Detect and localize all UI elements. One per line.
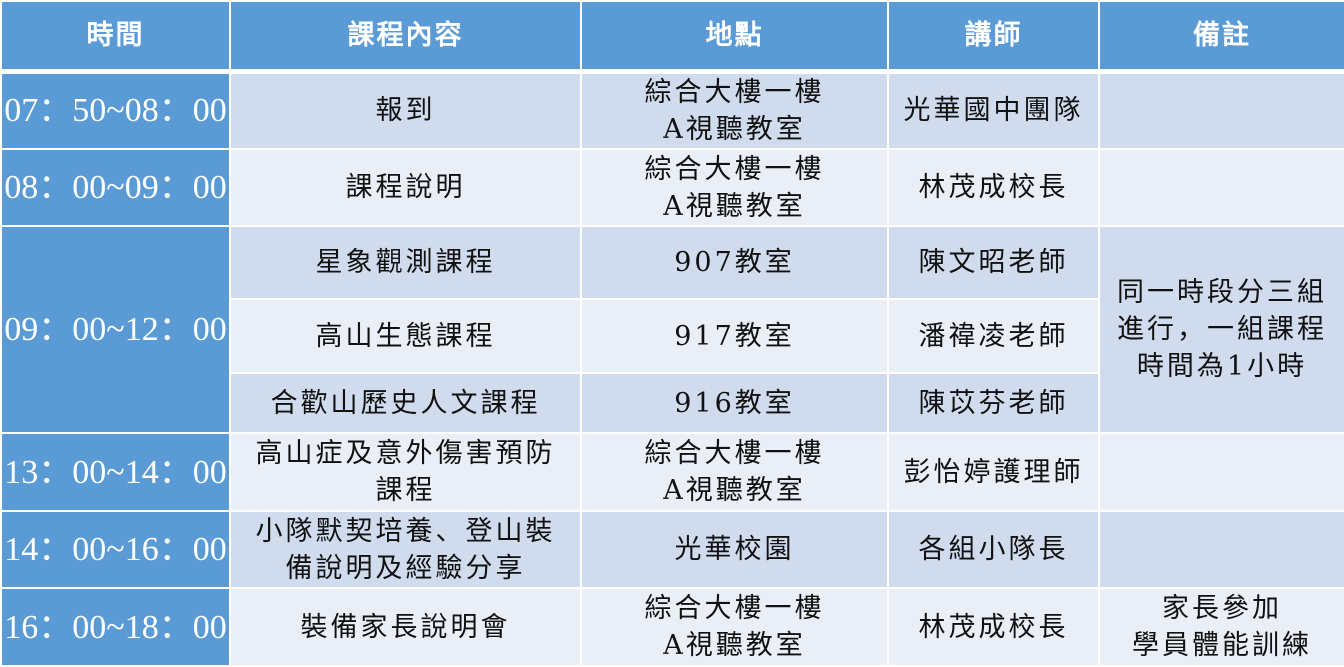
note-line: 家長參加	[1162, 593, 1282, 624]
note-cell: 同一時段分三組進行，一組課程時間為1小時	[1098, 225, 1344, 434]
header-row: 時間 課程內容 地點 講師 備註	[0, 0, 1344, 74]
time-cell: 14：00~16：00	[0, 510, 231, 589]
location-cell: 907教室	[580, 225, 889, 300]
note-cell	[1098, 148, 1344, 227]
time-cell: 08：00~09：00	[0, 148, 231, 227]
table-row: 08：00~09：00 課程說明 綜合大樓一樓 A視聽教室 林茂成校長	[0, 148, 1344, 227]
course-cell: 報到	[229, 70, 582, 150]
instructor-cell: 林茂成校長	[887, 587, 1100, 667]
location-cell: 綜合大樓一樓 A視聽教室	[580, 70, 889, 150]
note-line: 學員體能訓練	[1132, 630, 1312, 661]
course-cell: 小隊默契培養、登山裝 備說明及經驗分享	[229, 510, 582, 589]
header-instructor: 講師	[887, 0, 1100, 74]
location-cell: 綜合大樓一樓 A視聽教室	[580, 587, 889, 667]
course-cell: 高山症及意外傷害預防 課程	[229, 432, 582, 512]
note-cell	[1098, 70, 1344, 150]
table-row: 13：00~14：00 高山症及意外傷害預防 課程 綜合大樓一樓 A視聽教室 彭怡婷…	[0, 432, 1344, 512]
location-cell: 光華校園	[580, 510, 889, 589]
location-line: 綜合大樓一樓	[644, 438, 825, 469]
location-line: 綜合大樓一樓	[644, 76, 825, 108]
course-cell: 課程說明	[229, 148, 582, 227]
table-row: 14：00~16：00 小隊默契培養、登山裝 備說明及經驗分享 光華校園 各組小隊…	[0, 510, 1344, 589]
table-row: 09：00~12：00 星象觀測課程 907教室 陳文昭老師 同一時段分三組進行…	[0, 225, 1344, 434]
location-line: A視聽教室	[663, 113, 806, 145]
location-cell: 綜合大樓一樓 A視聽教室	[580, 432, 889, 512]
note-cell	[1098, 432, 1344, 512]
location-cell: 綜合大樓一樓 A視聽教室	[580, 148, 889, 227]
table-row: 高山生態課程 917教室 潘禕凌老師	[1, 298, 1344, 374]
course-line: 課程	[375, 475, 436, 506]
instructor-cell: 各組小隊長	[887, 510, 1100, 589]
location-line: A視聽教室	[663, 190, 806, 222]
time-cell: 07：50~08：00	[0, 70, 231, 150]
instructor-cell: 潘禕凌老師	[887, 298, 1100, 374]
course-cell: 合歡山歷史人文課程	[229, 372, 582, 434]
header-course: 課程內容	[229, 0, 582, 74]
instructor-cell: 彭怡婷護理師	[887, 432, 1100, 512]
course-cell: 高山生態課程	[229, 298, 582, 374]
instructor-cell: 光華國中團隊	[887, 70, 1100, 150]
instructor-cell: 陳文昭老師	[887, 225, 1100, 300]
course-line: 小隊默契培養、登山裝	[255, 515, 556, 547]
location-line: 綜合大樓一樓	[644, 593, 825, 624]
instructor-cell: 林茂成校長	[887, 148, 1100, 227]
note-cell: 家長參加學員體能訓練	[1098, 587, 1344, 667]
course-cell: 裝備家長說明會	[229, 587, 582, 667]
time-cell: 13：00~14：00	[0, 432, 231, 512]
header-time: 時間	[0, 0, 231, 74]
location-cell: 916教室	[580, 372, 889, 434]
header-location: 地點	[580, 0, 889, 74]
header-note: 備註	[1098, 0, 1344, 74]
instructor-cell: 陳苡芬老師	[887, 372, 1100, 434]
time-cell: 16：00~18：00	[0, 587, 231, 667]
table-row: 16：00~18：00 裝備家長說明會 綜合大樓一樓 A視聽教室 林茂成校長 家長…	[0, 587, 1344, 667]
location-cell: 917教室	[580, 298, 889, 374]
table-row: 合歡山歷史人文課程 916教室 陳苡芬老師	[1, 372, 1344, 434]
location-line: A視聽教室	[663, 475, 806, 506]
note-text: 同一時段分三組進行，一組課程時間為1小時	[1117, 277, 1327, 382]
course-line: 備說明及經驗分享	[285, 552, 526, 584]
course-cell: 星象觀測課程	[229, 225, 582, 300]
location-line: A視聽教室	[663, 630, 806, 661]
note-cell	[1098, 510, 1344, 589]
location-line: 綜合大樓一樓	[644, 153, 825, 185]
course-line: 高山症及意外傷害預防	[255, 438, 556, 469]
table-row: 07：50~08：00 報到 綜合大樓一樓 A視聽教室 光華國中團隊	[0, 70, 1344, 150]
time-cell: 09：00~12：00	[0, 225, 231, 434]
